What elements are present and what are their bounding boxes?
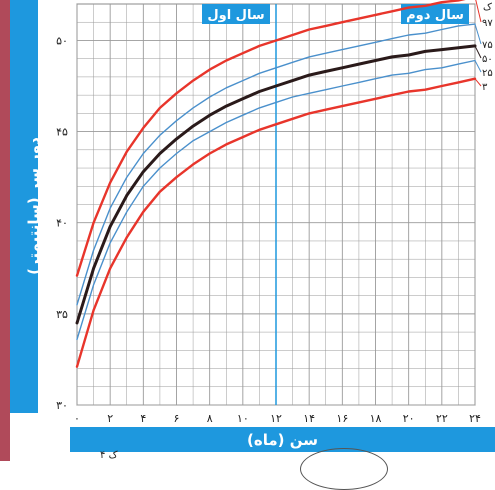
- x-tick-label: ١٠: [237, 412, 249, 425]
- y-tick-label: ٣٠: [56, 399, 68, 412]
- legend-leader: [474, 45, 482, 59]
- year-label-box: [202, 4, 270, 24]
- x-tick-label: ١٨: [370, 412, 382, 425]
- y-axis-label-band: دور سر (سانتیمتر): [10, 0, 43, 413]
- series-line-۵٠: [75, 44, 477, 325]
- series-line-٧۵: [76, 23, 476, 306]
- year-label: سال اول: [207, 8, 264, 23]
- x-axis-label: سن (ماه): [247, 430, 318, 449]
- legend-label-۵٠: ۵٠: [482, 54, 493, 65]
- series-line-٩٧: [75, 0, 466, 277]
- legend-label-٣: ٣: [482, 82, 488, 93]
- legend-leader: [475, 0, 482, 23]
- x-tick-label: ٢٢: [436, 412, 448, 425]
- x-tick-label: ٢٠: [403, 412, 415, 425]
- legend-leader: [474, 78, 482, 87]
- x-tick-label: ١٢: [270, 412, 282, 425]
- x-tick-label: ۴: [140, 412, 146, 425]
- x-tick-label: ١۶: [336, 412, 348, 425]
- year-label: سال دوم: [406, 8, 464, 23]
- legend-label-٧۵: ٧۵: [482, 40, 493, 51]
- legend-leader: [474, 60, 482, 73]
- series-line-٣: [75, 77, 477, 368]
- y-tick-label: ٣۵: [56, 308, 68, 321]
- legend-label-٢۵: ٢۵: [482, 68, 493, 79]
- legend-leader: [474, 23, 482, 45]
- legend-title: ک: [483, 2, 492, 13]
- x-tick-label: ٢۴: [469, 412, 481, 425]
- x-tick-label: ٨: [207, 412, 213, 425]
- x-tick-label: ٠: [74, 412, 80, 425]
- series-line-٢۵: [76, 59, 476, 341]
- y-tick-label: ۵٠: [56, 34, 68, 47]
- year-label-box: [401, 4, 469, 24]
- x-tick-label: ١۴: [303, 412, 315, 425]
- x-tick-label: ٢: [107, 412, 113, 425]
- left-edge-strip: [0, 0, 10, 461]
- cropped-caption-fragment: ۴ ک: [100, 450, 118, 461]
- x-tick-label: ۶: [174, 412, 180, 425]
- y-tick-label: ۴٠: [56, 217, 68, 230]
- x-axis-label-band: سن (ماه): [70, 427, 495, 452]
- legend-label-٩٧: ٩٧: [482, 18, 493, 29]
- cropped-circle-shape: [300, 448, 388, 490]
- y-tick-label: ۴۵: [56, 126, 68, 139]
